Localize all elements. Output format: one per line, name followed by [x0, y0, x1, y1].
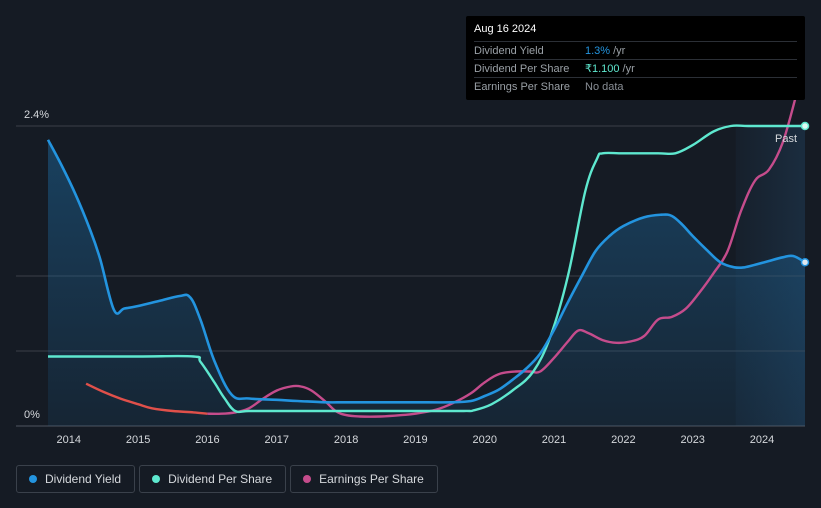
dividend-per-share-end-marker [800, 121, 810, 131]
dividend-per-share-dot-icon [152, 475, 161, 483]
x-tick-label: 2020 [472, 434, 496, 446]
legend-item-dividend-yield[interactable]: Dividend Yield [16, 465, 136, 493]
tooltip-unit: /yr [622, 62, 635, 75]
tooltip-value: No data [585, 80, 624, 93]
dividend-yield-area [48, 139, 805, 427]
x-tick-label: 2015 [126, 434, 150, 446]
tooltip-row-dividend-per-share: Dividend Per Share ₹1.100 /yr [474, 60, 797, 78]
earnings-per-share-line-early [85, 382, 208, 415]
x-tick-label: 2018 [334, 434, 358, 446]
x-tick-label: 2021 [542, 434, 566, 446]
tooltip-unit: /yr [613, 44, 626, 57]
dividend-yield-line [46, 139, 806, 404]
tooltip-row-earnings-per-share: Earnings Per Share No data [474, 78, 797, 95]
legend-item-earnings-per-share[interactable]: Earnings Per Share [290, 465, 438, 493]
tooltip-label: Dividend Yield [474, 44, 544, 57]
x-tick-label: 2017 [265, 434, 289, 446]
dividend-yield-dot-icon [29, 475, 37, 483]
x-tick-label: 2022 [611, 434, 635, 446]
tooltip-label: Dividend Per Share [474, 62, 570, 75]
tooltip-date: Aug 16 2024 [474, 23, 797, 42]
legend-label: Dividend Per Share [168, 472, 273, 486]
tooltip-row-dividend-yield: Dividend Yield 1.3% /yr [474, 42, 797, 60]
earnings-per-share-line [207, 92, 798, 418]
tooltip-value: ₹1.100 [585, 63, 620, 75]
y-tick-label-bottom: 0% [24, 409, 40, 421]
tooltip-panel: Aug 16 2024 Dividend Yield 1.3% /yr Divi… [466, 16, 805, 100]
past-label: Past [775, 133, 797, 145]
legend-label: Dividend Yield [45, 472, 122, 486]
dividend-yield-end-marker [800, 258, 810, 267]
dividend-per-share-line [48, 124, 805, 414]
legend: Dividend Yield Dividend Per Share Earnin… [16, 465, 438, 493]
y-tick-label-top: 2.4% [24, 109, 49, 121]
earnings-per-share-dot-icon [303, 475, 312, 483]
tooltip-value: 1.3% [585, 44, 611, 57]
x-tick-label: 2023 [680, 434, 704, 446]
legend-label: Earnings Per Share [319, 472, 424, 486]
tooltip-label: Earnings Per Share [474, 80, 570, 93]
x-tick-label: 2024 [750, 434, 774, 446]
x-tick-label: 2016 [195, 434, 219, 446]
x-tick-label: 2014 [57, 434, 81, 446]
x-tick-label: 2019 [403, 434, 427, 446]
legend-item-dividend-per-share[interactable]: Dividend Per Share [139, 465, 287, 493]
